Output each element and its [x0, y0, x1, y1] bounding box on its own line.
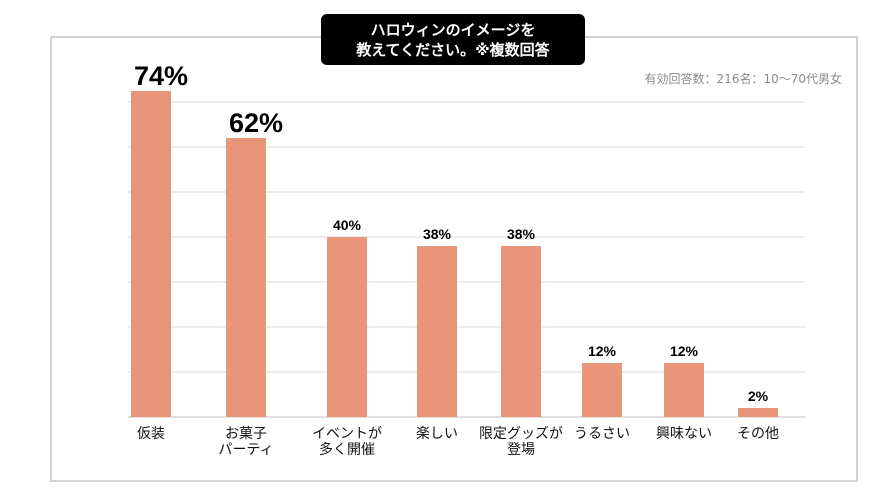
- x-tick-label-line: 多く開催: [319, 442, 375, 458]
- bar-value-label: 12%: [670, 343, 699, 359]
- bar: [226, 138, 266, 417]
- bar: [664, 363, 704, 417]
- x-tick-label-line: お菓子: [225, 426, 267, 442]
- x-tick-label: イベントが 多く開催: [302, 426, 392, 458]
- x-tick-label: 楽しい: [392, 426, 482, 442]
- x-tick-label-line: 興味ない: [656, 426, 712, 442]
- bar-value-label: 74%: [134, 61, 188, 91]
- bar: [738, 408, 778, 417]
- bar: [582, 363, 622, 417]
- x-tick-label: うるさい: [557, 426, 647, 442]
- bar: [131, 91, 171, 417]
- bar-value-label: 2%: [748, 388, 769, 404]
- x-tick-label-line: その他: [737, 426, 779, 442]
- x-tick-label: 限定グッズが 登場: [476, 426, 566, 458]
- bar: [417, 246, 457, 417]
- bar: [501, 246, 541, 417]
- x-tick-label: お菓子 パーティ: [201, 426, 291, 458]
- bar-value-label: 62%: [229, 108, 283, 138]
- chart-title: ハロウィンのイメージを 教えてください。※複数回答: [321, 14, 585, 65]
- x-tick-label: 仮装: [106, 426, 196, 442]
- bar-value-label: 38%: [423, 226, 452, 242]
- x-tick-label-line: イベントが: [312, 426, 382, 442]
- x-tick-label-line: 登場: [507, 442, 535, 458]
- x-tick-label-line: 楽しい: [416, 426, 458, 442]
- bar-value-label: 38%: [507, 226, 536, 242]
- chart-title-line-2: 教えてください。※複数回答: [356, 40, 550, 59]
- x-tick-label-line: 仮装: [137, 426, 165, 442]
- x-tick-label-line: 限定グッズが: [479, 426, 563, 442]
- x-tick-label-line: うるさい: [574, 426, 630, 442]
- bar-value-label: 40%: [333, 217, 362, 233]
- x-tick-label: 興味ない: [639, 426, 729, 442]
- chart-title-line-1: ハロウィンのイメージを: [370, 20, 536, 39]
- x-tick-label: その他: [713, 426, 803, 442]
- bar-value-label: 12%: [588, 343, 617, 359]
- chart-subtitle: 有効回答数：216名：10〜70代男女: [644, 72, 842, 86]
- bar: [327, 237, 367, 417]
- x-tick-label-line: パーティ: [218, 442, 274, 458]
